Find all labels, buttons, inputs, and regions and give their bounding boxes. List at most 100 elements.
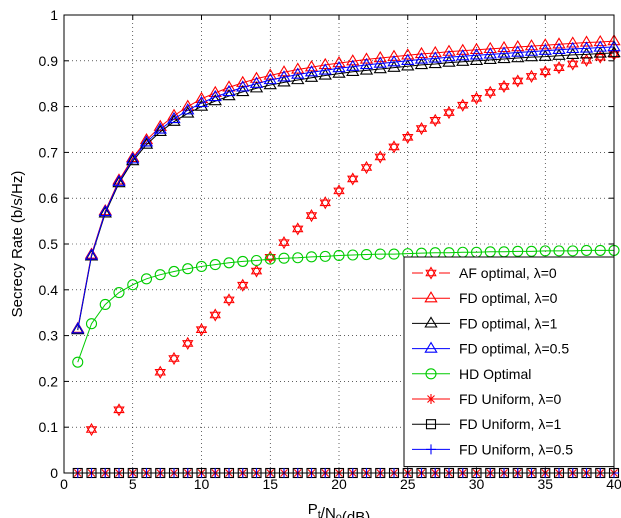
hexagram-triangle-up <box>209 308 221 319</box>
y-axis-label: Secrecy Rate (b/s/Hz) <box>9 171 26 318</box>
data-point <box>387 60 401 72</box>
hexagram-triangle-down <box>402 133 414 144</box>
data-point <box>359 57 374 70</box>
hexagram-triangle-up <box>292 222 304 233</box>
data-point <box>208 89 222 102</box>
data-point <box>237 255 249 267</box>
hexagram-triangle-down <box>525 73 538 83</box>
data-point <box>99 298 111 311</box>
y-tick-label: 0.7 <box>39 144 59 160</box>
data-point <box>428 56 442 69</box>
data-point <box>511 39 525 52</box>
data-point <box>291 72 305 85</box>
data-point <box>373 56 387 68</box>
data-point <box>292 222 304 236</box>
y-tick-label: 0.5 <box>39 236 59 252</box>
data-point <box>456 54 470 66</box>
hexagram-triangle-down <box>237 281 249 292</box>
data-point <box>580 244 593 256</box>
hexagram-triangle-down <box>443 109 455 120</box>
data-point <box>512 74 524 88</box>
data-point <box>442 44 456 56</box>
hexagram-triangle-down <box>484 89 496 100</box>
data-point <box>222 84 236 97</box>
data-point <box>194 99 209 111</box>
data-point <box>139 132 154 145</box>
data-point <box>401 53 415 65</box>
hexagram-triangle-up <box>85 422 98 433</box>
data-point <box>402 130 414 144</box>
data-point <box>72 356 84 368</box>
hexagram-triangle-down <box>539 68 551 79</box>
data-point <box>594 244 606 256</box>
legend-entry: FD optimal, λ=1 <box>412 315 558 331</box>
data-point <box>222 88 236 101</box>
data-point <box>154 269 166 281</box>
hexagram-triangle-up <box>319 196 331 207</box>
data-point <box>414 57 429 70</box>
hexagram-triangle-down <box>498 83 510 94</box>
data-point <box>112 174 126 186</box>
legend-label: FD optimal, λ=1 <box>459 315 558 331</box>
hexagram-triangle-up <box>237 278 249 289</box>
legend-marker <box>425 419 437 430</box>
data-point <box>112 176 126 188</box>
data-point <box>85 422 98 437</box>
data-point <box>524 39 539 51</box>
hexagram-triangle-up <box>374 150 386 161</box>
data-point <box>304 70 319 82</box>
data-point <box>415 121 428 136</box>
data-point <box>208 94 222 106</box>
data-point <box>168 265 180 278</box>
data-point <box>236 80 250 92</box>
data-point <box>470 91 483 105</box>
data-point <box>525 69 538 83</box>
data-point <box>153 119 167 131</box>
hexagram-triangle-down <box>457 101 469 112</box>
hexagram-triangle-down <box>182 340 194 350</box>
data-point <box>457 98 469 112</box>
data-point <box>264 253 276 265</box>
data-point <box>567 245 579 257</box>
data-point <box>139 137 154 149</box>
data-point <box>579 35 594 47</box>
data-point <box>388 248 400 260</box>
y-tick-label: 0.4 <box>39 282 59 298</box>
data-point <box>593 46 607 58</box>
data-point <box>278 252 290 264</box>
data-point <box>127 279 139 291</box>
hexagram-triangle-down <box>360 164 373 175</box>
data-point <box>263 72 277 85</box>
hexagram-triangle-up <box>539 65 551 76</box>
data-point <box>469 42 484 54</box>
hexagram-triangle-up <box>567 57 579 68</box>
data-point <box>305 208 318 223</box>
data-point <box>552 37 566 49</box>
data-point <box>223 257 235 269</box>
data-point <box>442 50 456 62</box>
legend-label: FD optimal, λ=0 <box>459 290 558 306</box>
series-group <box>71 39 621 334</box>
y-tick-label: 0.8 <box>39 99 59 115</box>
legend-entry: HD Optimal <box>412 366 531 382</box>
data-point <box>388 140 400 154</box>
hexagram-triangle-down <box>425 269 437 280</box>
data-point <box>484 85 496 100</box>
data-point <box>566 36 580 48</box>
data-point <box>456 49 470 61</box>
legend-label: HD Optimal <box>459 366 531 382</box>
hexagram-triangle-down <box>195 326 208 337</box>
data-point <box>579 41 594 53</box>
legend-entry: FD Uniform, λ=0 <box>412 391 562 407</box>
data-point <box>126 152 140 164</box>
data-point <box>442 55 456 67</box>
data-point <box>387 55 401 67</box>
data-point <box>237 278 249 292</box>
legend-entry: FD Uniform, λ=1 <box>412 416 562 432</box>
hexagram-triangle-down <box>85 426 98 437</box>
data-point <box>98 204 112 217</box>
x-axis-label: Pt/N0(dB) <box>308 501 371 518</box>
legend-marker <box>424 291 438 303</box>
data-point <box>223 293 235 307</box>
data-point <box>552 42 566 54</box>
